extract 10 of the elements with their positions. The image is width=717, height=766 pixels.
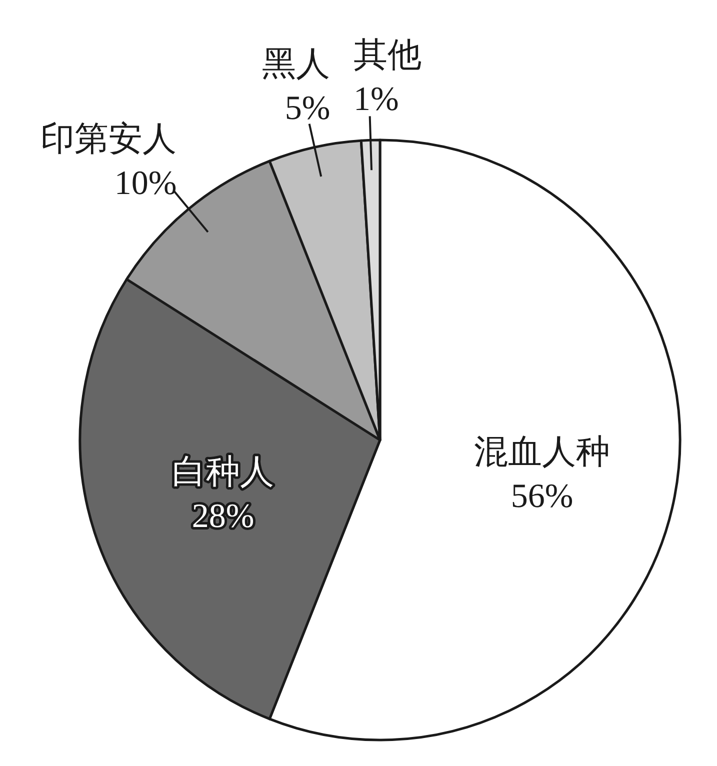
slice-label: 印第安人 <box>40 120 177 158</box>
data-label: 56% <box>510 478 574 515</box>
slice-label: 混血人种 <box>474 434 610 471</box>
data-label: 28% <box>192 498 254 535</box>
slice-label: 其他 <box>354 37 422 74</box>
slice-label: 黑人 <box>262 46 330 83</box>
data-label: 10% <box>114 164 177 202</box>
data-label: 1% <box>354 81 399 118</box>
data-label: 5% <box>284 90 330 127</box>
slice-label: 白种人 <box>172 454 274 491</box>
